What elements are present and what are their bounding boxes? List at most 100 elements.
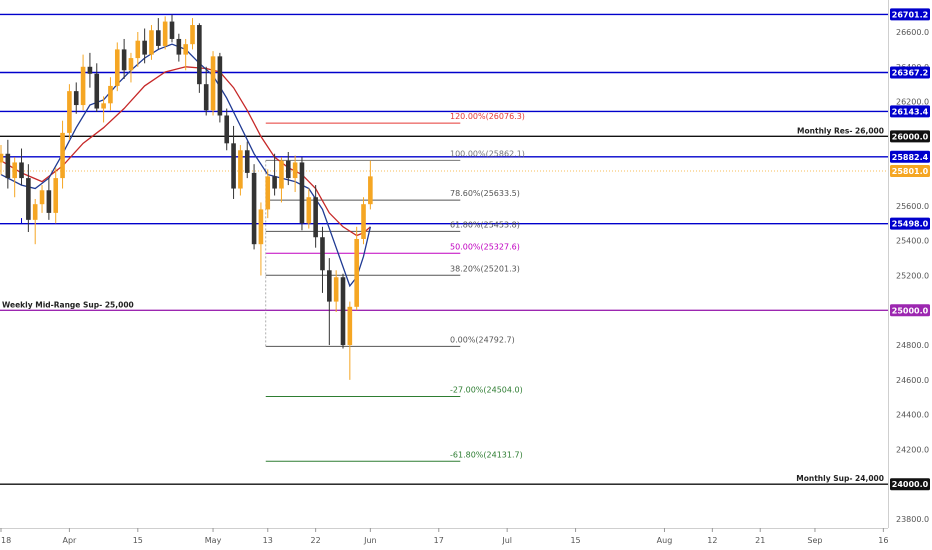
level-badge-3-bg <box>890 130 930 143</box>
price-tick-4: 24600.0 <box>896 376 929 385</box>
candle-body-22 <box>149 30 154 55</box>
fib-label-2: 78.60%(25633.5) <box>450 189 520 198</box>
candle-body-10 <box>67 91 72 133</box>
candle-body-17 <box>114 49 120 86</box>
candle-body-35 <box>238 150 243 189</box>
price-tick-9: 25600.0 <box>896 202 929 211</box>
time-tick-14: 16 <box>878 536 888 545</box>
level-badge-5-bg <box>890 217 930 230</box>
candle-body-37 <box>251 172 257 245</box>
candle-body-51 <box>347 306 353 346</box>
candle-body-34 <box>231 143 236 189</box>
candle-body-8 <box>53 178 59 213</box>
level-badge-0-text: 26701.2 <box>892 10 928 19</box>
candle-body-1 <box>5 153 11 179</box>
candle-body-50 <box>340 277 346 346</box>
candle-body-14 <box>94 73 100 109</box>
price-tick-8: 25400.0 <box>896 237 929 246</box>
fib-label-3: 61.80%(25453.8) <box>450 220 520 229</box>
candle-body-49 <box>333 277 339 302</box>
fib-label-4: 50.00%(25327.6) <box>450 242 520 251</box>
time-tick-10: Aug <box>657 536 673 545</box>
time-tick-2: 15 <box>133 536 143 545</box>
horizontal-levels: Monthly Res- 26,000 Weekly Mid-Range Sup-… <box>0 13 888 485</box>
candle-body-30 <box>203 84 209 111</box>
level-label-3: Monthly Res- 26,000 <box>797 126 884 135</box>
candle-body-5 <box>32 204 38 220</box>
time-tick-7: 17 <box>434 536 444 545</box>
time-tick-6: Jun <box>363 536 377 545</box>
level-badge-6-text: 25000.0 <box>892 306 929 315</box>
candle-body-33 <box>224 115 230 144</box>
time-tick-3: May <box>205 536 222 545</box>
level-badge-7-text: 24000.0 <box>892 480 929 489</box>
fib-label-8: -61.80%(24131.7) <box>450 450 523 459</box>
time-tick-13: Sep <box>807 536 822 545</box>
candle-body-28 <box>190 25 195 45</box>
time-axis[interactable]: 18 Apr 15 May 13 22 Jun 17 Jul 15 Aug 12 21 Sep 16 <box>0 528 888 545</box>
level-badge-1-bg <box>890 66 930 79</box>
ema-slow-line <box>0 66 371 237</box>
candle-body-6 <box>39 190 45 205</box>
candle-body-54 <box>368 176 373 205</box>
candle-body-31 <box>210 56 216 111</box>
time-tick-5: 22 <box>311 536 321 545</box>
price-tick-7: 25200.0 <box>896 272 929 281</box>
last-price-badge-text: 25801.0 <box>892 167 929 176</box>
time-tick-9: 15 <box>570 536 580 545</box>
candle-body-18 <box>121 49 127 71</box>
level-badge-2-text: 26143.4 <box>892 107 929 116</box>
candle-body-16 <box>108 85 113 104</box>
level-badge-3-text: 26000.0 <box>892 132 929 141</box>
candle-body-38 <box>258 209 264 245</box>
fib-label-0: 120.00%(26076.3) <box>450 112 525 121</box>
candle-body-25 <box>169 21 175 39</box>
candle-body-9 <box>60 132 65 179</box>
level-badge-7-bg <box>890 478 930 491</box>
candle-body-11 <box>73 91 79 106</box>
fib-label-6: 0.00%(24792.7) <box>450 335 515 344</box>
candle-body-42 <box>285 160 291 179</box>
candle-body-43 <box>292 162 298 179</box>
fib-label-1: 100.00%(25862.1) <box>450 149 525 158</box>
time-tick-4: 13 <box>263 536 273 545</box>
price-tick-14: 26600.0 <box>896 28 929 37</box>
fib-label-5: 38.20%(25201.3) <box>450 264 520 273</box>
candle-body-24 <box>162 21 168 46</box>
candle-body-52 <box>354 238 359 307</box>
price-tick-0: 23800.0 <box>896 515 929 524</box>
candle-body-0 <box>0 153 4 163</box>
candle-body-20 <box>135 40 141 59</box>
candle-body-53 <box>361 204 366 239</box>
price-axis[interactable]: 23800.024000.024200.024400.024600.024800… <box>896 28 929 524</box>
level-label-7: Monthly Sup- 24,000 <box>796 474 884 483</box>
candle-body-26 <box>176 38 182 55</box>
time-tick-1: Apr <box>62 536 77 545</box>
level-badge-2-bg <box>890 105 930 118</box>
candle-body-13 <box>87 66 93 74</box>
candle-body-27 <box>183 44 188 55</box>
candles <box>0 14 373 380</box>
candle-body-7 <box>46 190 52 213</box>
candle-body-44 <box>299 162 305 224</box>
candle-body-40 <box>272 176 277 189</box>
candle-body-41 <box>279 160 284 189</box>
candle-body-32 <box>217 56 223 116</box>
level-badge-4-text: 25882.4 <box>892 153 929 162</box>
fib-label-7: -27.00%(24504.0) <box>450 386 523 395</box>
candle-body-2 <box>12 162 17 179</box>
candle-body-29 <box>197 25 202 85</box>
level-badge-1-text: 26367.2 <box>892 68 928 77</box>
time-tick-0: 18 <box>1 536 11 545</box>
candle-body-46 <box>313 197 318 238</box>
time-tick-8: Jul <box>501 536 512 545</box>
level-label-6: Weekly Mid-Range Sup- 25,000 <box>2 300 134 309</box>
candle-body-21 <box>142 40 147 55</box>
last-price-badge-bg <box>890 164 930 177</box>
candle-body-36 <box>244 150 250 173</box>
candle-body-48 <box>327 270 332 302</box>
price-tick-5: 24800.0 <box>896 341 929 350</box>
candle-body-39 <box>265 176 271 210</box>
